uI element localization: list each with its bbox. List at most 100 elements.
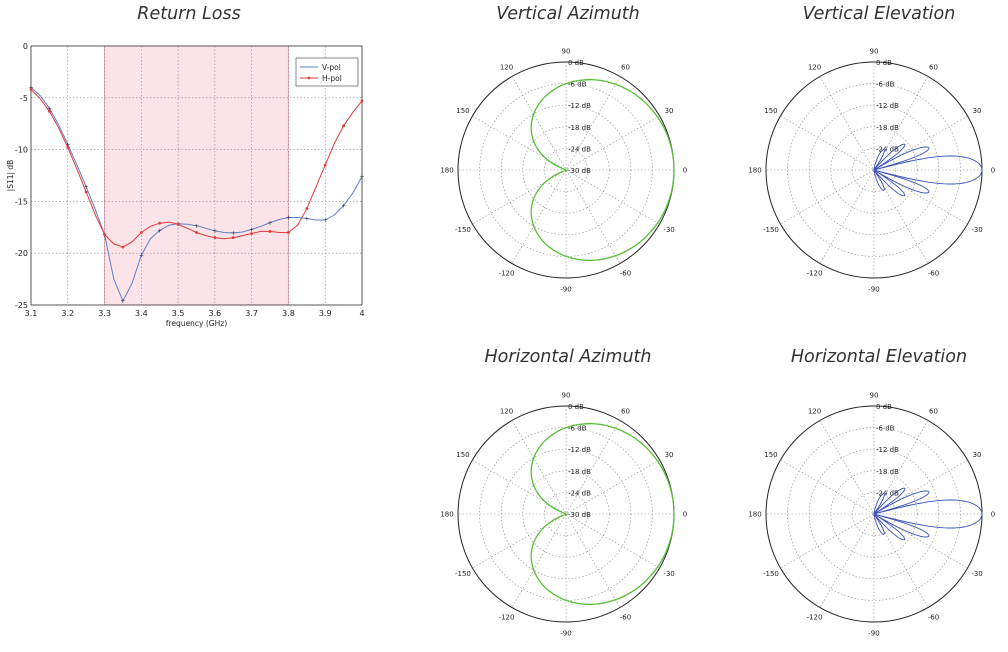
- h-pol-marker: [323, 163, 327, 167]
- series-line-v-pol: [30, 87, 363, 303]
- polar-spoke: [819, 76, 929, 264]
- x-tick-label: 3.3: [98, 309, 111, 318]
- x-tick-label: 3.9: [319, 309, 332, 318]
- polar-radius-label: -6 dB: [876, 81, 895, 89]
- horizontal-elevation-title: Horizontal Elevation: [790, 347, 968, 367]
- legend-box: [295, 57, 359, 87]
- v-pol-marker: +: [84, 184, 89, 191]
- polar-spoke: [780, 115, 968, 225]
- h-pol-marker: [176, 222, 180, 226]
- h-pol-marker: [84, 190, 88, 194]
- polar-angle-label: 180: [748, 167, 761, 175]
- highlight-band: [104, 46, 289, 305]
- return-loss-plot-area: 3.1 3.2 3.3 3.4 3.5 3.6 3.7 3.8 3.9 4 0 -5 -10 -15 -20…: [6, 42, 365, 328]
- polar-spoke: [819, 76, 929, 264]
- polar-angle-label: -90: [868, 630, 879, 638]
- polar-angle-label: -90: [868, 286, 879, 294]
- v-pol-marker: +: [268, 220, 273, 227]
- h-pol-marker: [342, 124, 346, 128]
- polar-radius-label: -6 dB: [876, 425, 895, 433]
- polar-angle-label: 60: [929, 63, 938, 71]
- y-tick-label: -15: [15, 197, 28, 206]
- polar-radius-label: -18 dB: [568, 468, 591, 476]
- polar-angle-label: -90: [560, 286, 571, 294]
- polar-spoke: [819, 420, 929, 608]
- polar-radius-label: -30 dB: [568, 167, 591, 175]
- h-pol-marker: [139, 231, 143, 234]
- polar-spoke: [511, 420, 621, 608]
- polar-angle-label: 90: [870, 48, 879, 56]
- v-pol-marker: +: [249, 227, 254, 234]
- polar-radius-label: -30 dB: [568, 511, 591, 519]
- h-pol-marker: [231, 236, 235, 240]
- v-pol-marker: +: [139, 252, 144, 259]
- return-loss-title: Return Loss: [137, 4, 241, 24]
- polar-radius-label: -6 dB: [568, 81, 587, 89]
- polar-spoke: [780, 115, 968, 225]
- v-pol-marker: +: [304, 216, 309, 223]
- return-loss-chart: 3.1 3.2 3.3 3.4 3.5 3.6 3.7 3.8 3.9 4 0 -5 -10 -15 -20…: [6, 42, 365, 328]
- polar-angle-label: 60: [929, 407, 938, 415]
- v-pol-marker: +: [323, 217, 328, 224]
- plot-frame: [30, 45, 363, 306]
- v-pol-marker: +: [157, 228, 162, 235]
- polar-angle-label: 30: [665, 451, 674, 459]
- polar-angle-label: 90: [870, 392, 879, 400]
- vertical-elevation-polar-chart: 0 30 60 90 120 150 180 -150 -120 -90 -60 -30 0 dB -6 …: [748, 48, 995, 294]
- legend-marker: [307, 76, 311, 80]
- h-pol-marker: [305, 207, 309, 211]
- x-tick-label: 3.7: [245, 309, 258, 318]
- v-pol-marker: +: [120, 298, 125, 305]
- v-pol-marker: +: [231, 230, 236, 237]
- h-pol-marker: [158, 221, 162, 225]
- polar-spoke: [511, 76, 621, 264]
- polar-spoke: [472, 115, 660, 225]
- y-tick-label: -10: [15, 146, 28, 155]
- v-pol-marker: +: [212, 228, 217, 235]
- polar-angle-label: -60: [620, 270, 631, 278]
- polar-radius-label: -24 dB: [876, 145, 899, 153]
- polar-radius-label: -24 dB: [568, 489, 591, 497]
- v-pol-marker: +: [341, 203, 346, 210]
- vertical-azimuth-polar-chart: 0 30 60 90 120 150 180 -150 -120 -90 -60 -30 0 dB -6 …: [440, 48, 687, 294]
- v-pol-marker: +: [47, 105, 52, 112]
- h-pol-marker: [121, 245, 125, 249]
- polar-radius-label: -24 dB: [876, 489, 899, 497]
- polar-angle-label: 30: [973, 451, 982, 459]
- polar-radius-label: -12 dB: [568, 102, 591, 110]
- polar-angle-label: -60: [620, 614, 631, 622]
- polar-spoke: [472, 459, 660, 569]
- polar-angle-label: -150: [455, 226, 471, 234]
- polar-angle-label: 60: [621, 407, 630, 415]
- polar-angle-label: 180: [440, 167, 453, 175]
- polar-angle-label: 90: [562, 392, 571, 400]
- polar-spoke: [472, 115, 660, 225]
- polar-angle-label: 0: [683, 167, 687, 175]
- polar-angle-label: 150: [764, 107, 777, 115]
- horizontal-azimuth-title: Horizontal Azimuth: [484, 347, 652, 367]
- polar-radius-label: 0 dB: [568, 403, 584, 411]
- y-tick-label: 0: [23, 42, 28, 51]
- x-axis-label: frequency (GHz): [166, 319, 227, 328]
- h-pol-marker: [250, 232, 254, 235]
- polar-angle-label: 0: [683, 511, 687, 519]
- polar-angle-label: 30: [665, 107, 674, 115]
- polar-angle-label: -120: [499, 270, 515, 278]
- polar-spoke: [511, 420, 621, 608]
- legend-label: V-pol: [322, 63, 341, 72]
- polar-angle-label: 0: [991, 167, 995, 175]
- horizontal-azimuth-polar-chart: 0 30 60 90 120 150 180 -150 -120 -90 -60 -30 0 dB -6 …: [440, 392, 687, 638]
- polar-radius-label: -12 dB: [568, 446, 591, 454]
- x-tick-label: 4: [359, 309, 364, 318]
- h-pol-marker: [213, 236, 217, 240]
- polar-radius-label: 0 dB: [568, 59, 584, 67]
- h-pol-marker: [29, 88, 33, 91]
- x-tick-label: 3.8: [282, 309, 295, 318]
- h-pol-marker: [47, 109, 51, 113]
- polar-radius-label: -6 dB: [568, 425, 587, 433]
- polar-radius-label: 0 dB: [876, 59, 892, 67]
- polar-angle-label: 150: [456, 107, 469, 115]
- y-tick-label: -5: [20, 94, 28, 103]
- polar-angle-label: -60: [928, 614, 939, 622]
- polar-pattern-curve: [530, 79, 675, 261]
